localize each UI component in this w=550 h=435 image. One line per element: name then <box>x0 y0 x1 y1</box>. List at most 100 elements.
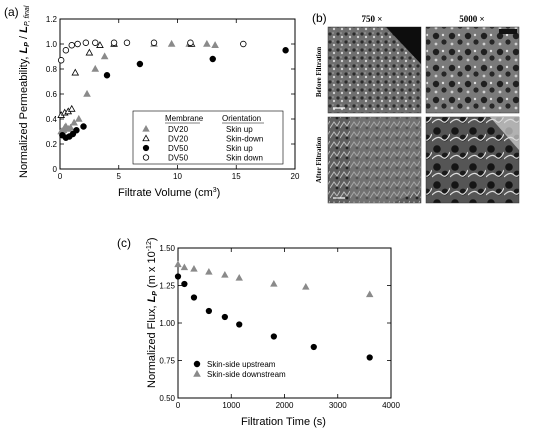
data-point <box>92 39 99 46</box>
data-point <box>150 39 158 46</box>
data-point <box>205 267 213 275</box>
data-point <box>70 118 78 126</box>
legend-membrane: DV50 <box>168 154 189 163</box>
data-point <box>83 89 91 97</box>
data-point <box>91 64 100 72</box>
data-point <box>123 39 131 46</box>
x-tick-label: 1000 <box>222 401 240 410</box>
sem-image-after-750 <box>327 116 422 204</box>
data-point <box>110 39 118 46</box>
data-point <box>180 263 189 271</box>
data-point <box>80 123 87 130</box>
series-dv50-skin-up <box>59 47 289 141</box>
legend-membrane: DV20 <box>168 125 189 134</box>
legend-label: Skin-side upstream <box>207 360 276 369</box>
data-point <box>67 104 76 112</box>
sem-col-header-5000: 5000 × <box>459 14 484 24</box>
legend-marker <box>193 369 201 377</box>
y-tick-label: 1.00 <box>159 319 175 328</box>
data-point <box>68 42 75 49</box>
data-point <box>221 313 228 321</box>
data-point <box>85 48 94 56</box>
legend-box-a <box>132 110 284 165</box>
legend-marker <box>142 134 150 142</box>
y-tick-label: 0.2 <box>46 140 58 149</box>
x-tick-label: 20 <box>291 172 300 181</box>
data-point <box>74 40 81 48</box>
data-point <box>366 354 373 361</box>
x-tick-label: 4000 <box>382 401 400 410</box>
legend-membrane: DV50 <box>168 144 189 153</box>
sem-row-label-before: Before Filtration <box>315 47 323 97</box>
series-skin-side-downstream <box>174 260 374 298</box>
panel-label-a: (a) <box>4 5 19 19</box>
series-dv50-skin-down <box>57 39 247 64</box>
data-point <box>174 273 182 280</box>
data-point <box>235 273 243 281</box>
data-point <box>211 41 219 48</box>
series-dv20-skin-down <box>57 39 196 118</box>
panel-label-c: (c) <box>117 236 131 250</box>
legend-header-membrane: Membrane <box>165 114 204 123</box>
series-skin-side-upstream <box>174 273 373 361</box>
x-tick-label: 0 <box>58 172 63 181</box>
data-point <box>240 40 247 48</box>
data-point <box>187 39 194 46</box>
data-point <box>282 47 289 54</box>
data-point <box>74 114 83 122</box>
y-tick-label: 0 <box>53 165 58 174</box>
legend-orientation: Skin up <box>226 125 253 134</box>
x-tick-label: 3000 <box>329 401 347 410</box>
data-point <box>82 39 90 46</box>
y-axis-label-a: Normalized Permeability, LP / LP, final <box>18 5 31 178</box>
data-point <box>302 282 310 290</box>
y-tick-label: 1.50 <box>159 244 175 253</box>
legend-marker <box>193 360 201 368</box>
legend-orientation: Skin up <box>226 144 253 153</box>
x-axis-label-a: Filtrate Volume (cm3) <box>118 187 220 199</box>
legend-orientation: Skin-down <box>226 135 263 144</box>
sem-image-before-750 <box>327 26 422 114</box>
panel-label-b: (b) <box>312 11 327 25</box>
legend-orientation: Skin down <box>226 154 263 163</box>
sem-image-before-5000 <box>425 26 520 114</box>
data-point <box>310 343 317 351</box>
y-tick-label: 0.8 <box>46 65 58 74</box>
x-tick-label: 5 <box>117 172 122 181</box>
y-tick-label: 1.25 <box>159 282 175 291</box>
legend-marker <box>142 124 150 132</box>
sem-col-header-750: 750 × <box>362 14 383 24</box>
data-point <box>71 68 80 76</box>
data-point <box>190 294 198 301</box>
data-point <box>174 260 182 268</box>
data-point <box>221 270 229 278</box>
y-tick-label: 0.75 <box>159 357 175 366</box>
data-point <box>96 41 104 48</box>
y-axis-label-c: Normalized Flux, LP (m x 10-12) <box>146 237 159 388</box>
data-point <box>209 55 216 63</box>
data-point <box>167 39 176 47</box>
x-tick-label: 2000 <box>276 401 294 410</box>
y-tick-label: 0.50 <box>159 394 175 403</box>
sem-image-after-5000 <box>425 116 520 204</box>
data-point <box>73 127 80 134</box>
legend-marker <box>142 154 150 161</box>
legend-header-orientation: Orientation <box>222 114 261 123</box>
sem-row-label-after: After Filtration <box>315 137 323 183</box>
data-point <box>136 60 144 68</box>
data-point <box>205 307 213 315</box>
x-tick-label: 10 <box>173 172 182 181</box>
y-tick-label: 1.0 <box>46 40 58 49</box>
data-point <box>365 290 374 298</box>
y-tick-label: 1.2 <box>46 15 58 24</box>
data-point <box>103 72 111 79</box>
y-tick-label: 0.4 <box>46 115 58 124</box>
data-point <box>270 333 277 340</box>
data-point <box>236 321 243 328</box>
data-point <box>190 264 198 272</box>
y-tick-label: 0.6 <box>46 90 58 99</box>
x-axis-label-c: Filtration Time (s) <box>241 416 326 428</box>
x-tick-label: 15 <box>232 172 241 181</box>
data-point <box>270 279 278 287</box>
